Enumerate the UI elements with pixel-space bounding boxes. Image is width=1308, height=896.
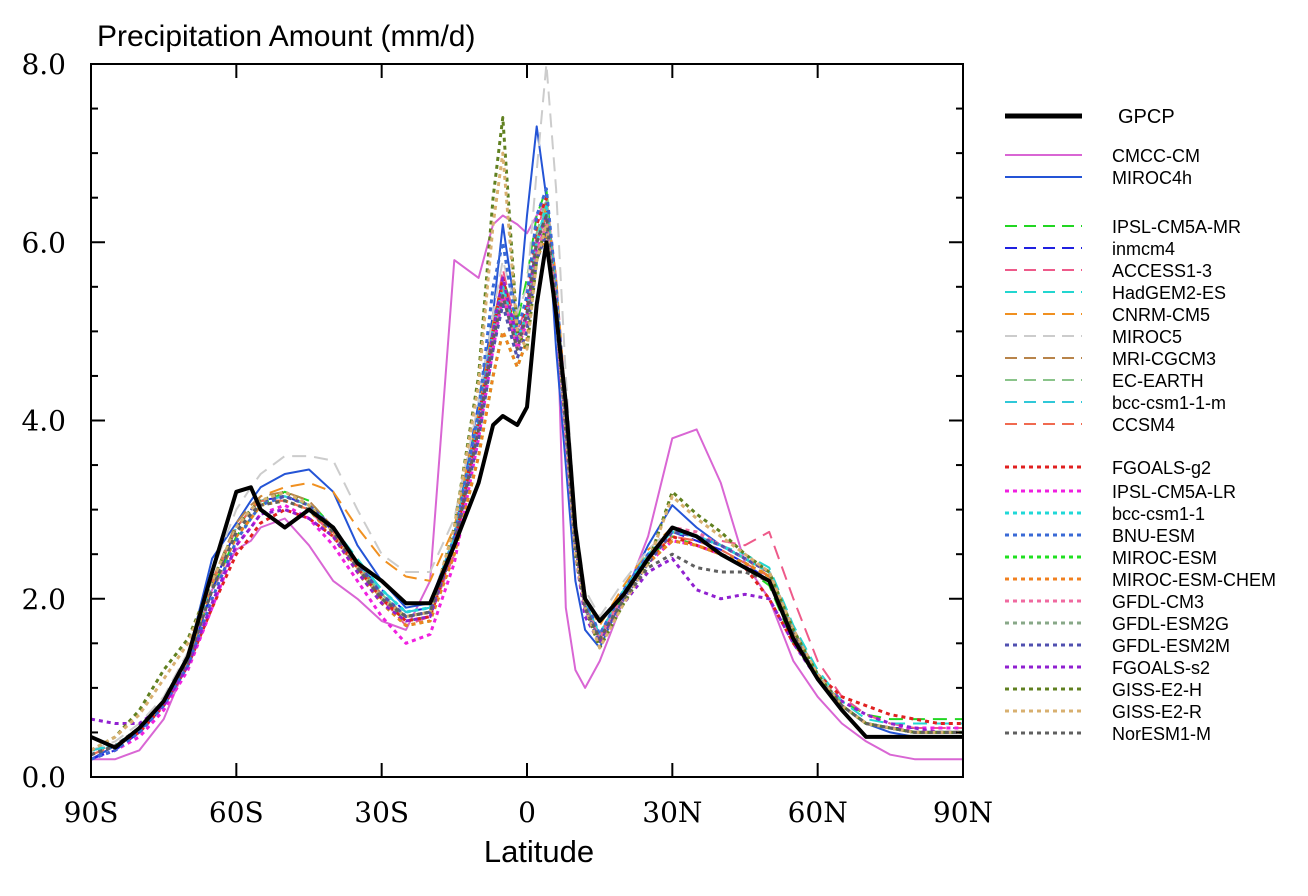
legend-label: GISS-E2-H [1112,680,1202,700]
legend-label: ACCESS1-3 [1112,261,1212,281]
y-tick-label: 6.0 [21,226,66,259]
series-line-IPSL-CM5A-MR [90,187,963,752]
axis-ticks: 90S 60S 30S 0 30N 60N 90N 0.0 2.0 4.0 6.0 8.0 [21,48,993,829]
series-line-FGOALS-g2 [90,196,963,757]
series-line-BNU-ESM [90,187,963,761]
x-tick-label: 60N [788,796,848,829]
series-line-MRI-CGCM3 [90,214,963,756]
x-tick-label: 0 [518,796,536,829]
legend-label: inmcm4 [1112,239,1175,259]
series-line-MIROC5 [90,63,963,752]
plot-lines [90,63,963,761]
series-line-EC-EARTH [90,196,963,752]
legend-label: GFDL-CM3 [1112,592,1204,612]
legend-label: BNU-ESM [1112,526,1195,546]
legend-label: CMCC-CM [1112,146,1200,166]
y-tick-label: 2.0 [21,583,66,616]
y-tick-label: 0.0 [21,761,66,794]
x-tick-label: 60S [209,796,264,829]
series-line-MIROC4h [90,125,963,761]
series-line-GPCP [90,240,963,750]
legend-label: MIROC5 [1112,327,1182,347]
legend-label: MIROC-ESM-CHEM [1112,570,1276,590]
series-line-NorESM1-M [90,214,963,757]
legend-label: FGOALS-g2 [1112,458,1211,478]
x-tick-label: 30N [642,796,702,829]
y-tick-label: 8.0 [21,48,66,81]
legend-label: GFDL-ESM2M [1112,636,1230,656]
legend-label: MRI-CGCM3 [1112,349,1216,369]
legend-label: CNRM-CM5 [1112,305,1210,325]
x-tick-label: 90N [933,796,993,829]
legend-label: CCSM4 [1112,415,1175,435]
series-line-FGOALS-s2 [90,214,963,734]
series-line-GISS-E2-R [90,151,963,752]
legend-label: bcc-csm1-1-m [1112,393,1226,413]
legend-label: EC-EARTH [1112,371,1204,391]
plot-frame [90,63,964,778]
chart-title: Precipitation Amount (mm/d) [97,20,475,53]
series-line-HadGEM2-ES [90,214,963,752]
legend-label: GFDL-ESM2G [1112,614,1229,634]
series-line-ACCESS1-3 [90,196,963,752]
legend-label: IPSL-CM5A-LR [1112,482,1236,502]
legend-label: GISS-E2-R [1112,702,1202,722]
legend-label: NorESM1-M [1112,724,1211,744]
x-tick-label: 90S [64,796,119,829]
x-axis-label: Latitude [484,834,594,869]
legend-label: MIROC-ESM [1112,548,1217,568]
legend-label: bcc-csm1-1 [1112,504,1205,524]
x-tick-label: 30S [354,796,409,829]
legend-label: MIROC4h [1112,168,1192,188]
series-line-CCSM4 [90,214,963,756]
y-tick-label: 4.0 [21,405,66,438]
legend-label: IPSL-CM5A-MR [1112,217,1241,237]
legend-label: GPCP [1118,106,1175,128]
legend-label: FGOALS-s2 [1112,658,1210,678]
legend-label: HadGEM2-ES [1112,283,1226,303]
